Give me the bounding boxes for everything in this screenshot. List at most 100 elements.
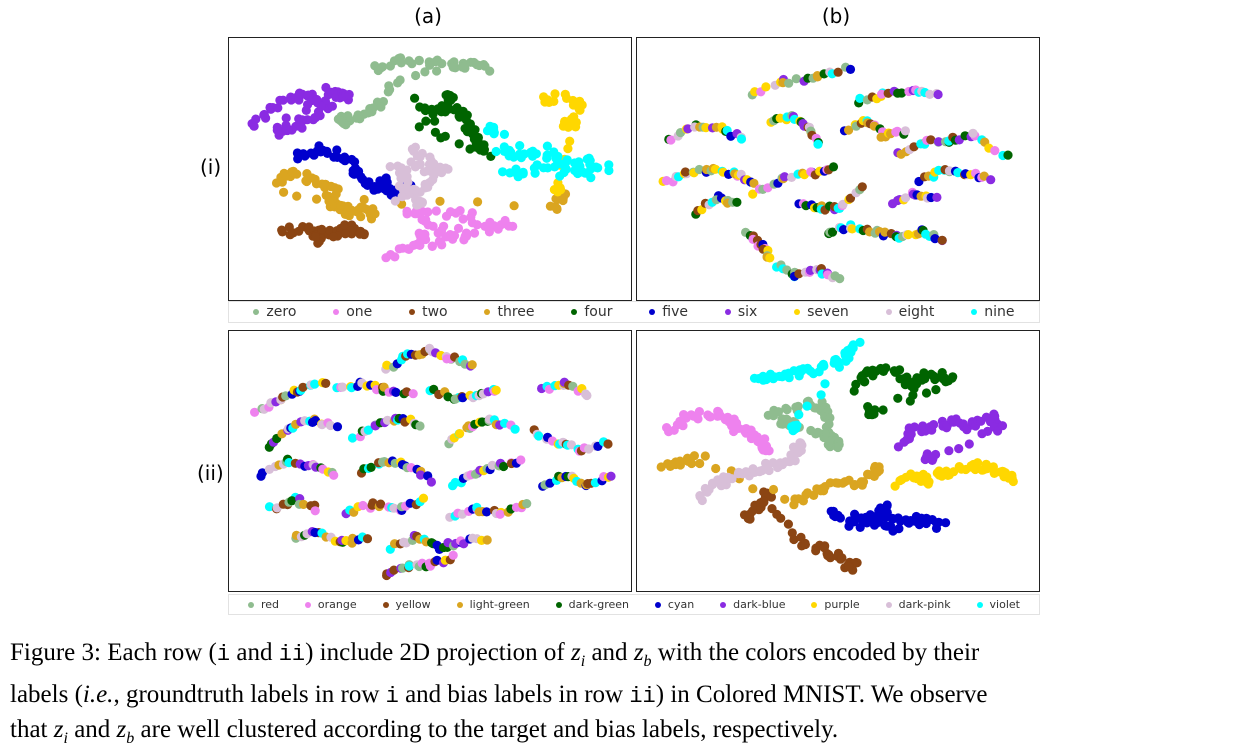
scatter-point-violet — [794, 410, 804, 420]
scatter-point-eight — [385, 162, 395, 172]
scatter-point-light-green — [482, 535, 492, 545]
scatter-point-cyan — [882, 507, 892, 518]
scatter-point-dark-green — [905, 396, 915, 406]
scatter-point-red — [778, 419, 788, 429]
scatter-point-dark-green — [366, 462, 376, 472]
scatter-point-three — [321, 190, 331, 200]
scatter-point-seven — [748, 189, 758, 199]
scatter-point-zero — [376, 102, 386, 112]
scatter-point-dark-green — [869, 409, 879, 419]
caption-text: and — [67, 716, 117, 743]
scatter-point-eight — [410, 185, 420, 195]
scatter-point-seven — [563, 144, 573, 154]
scatter-point-four — [430, 116, 440, 126]
scatter-point-seven — [761, 82, 771, 92]
scatter-point-zero — [472, 60, 482, 70]
scatter-point-zero — [363, 108, 373, 118]
legend-label: zero — [266, 304, 297, 320]
scatter-point-four — [828, 162, 839, 172]
column-label-b: (b) — [821, 4, 851, 28]
scatter-point-three — [279, 187, 289, 197]
scatter-point-yellow — [783, 519, 793, 529]
legend-marker — [555, 601, 562, 608]
legend-label: cyan — [667, 598, 695, 611]
legend-marker — [976, 601, 983, 608]
scatter-point-six — [259, 110, 269, 120]
scatter-point-dark-green — [881, 363, 891, 373]
scatter-point-nine — [586, 173, 596, 183]
caption-italic-ie: i.e. — [82, 681, 114, 708]
scatter-point-five — [329, 152, 339, 162]
scatter-point-two — [680, 167, 690, 177]
scatter-point-dark-blue — [954, 444, 964, 454]
scatter-point-four — [414, 122, 424, 132]
scatter-point-orange — [705, 412, 715, 422]
scatter-point-six — [294, 114, 304, 124]
caption-math-z: z — [571, 639, 581, 666]
scatter-point-red — [806, 425, 816, 436]
scatter-point-yellow — [759, 487, 769, 497]
caption-math-sub-b: b — [126, 730, 135, 747]
scatter-point-violet — [784, 373, 794, 383]
scatter-point-nine — [499, 129, 509, 139]
scatter-point-three — [312, 194, 322, 204]
scatter-point-yellow — [800, 539, 810, 550]
scatter-point-nine — [510, 167, 520, 177]
scatter-point-zero — [784, 78, 794, 88]
scatter-point-light-green — [675, 456, 685, 466]
scatter-point-dark-blue — [416, 470, 426, 480]
legend-label: four — [584, 304, 613, 320]
scatter-point-six — [265, 102, 275, 113]
legend-marker — [571, 309, 578, 315]
scatter-point-nine — [561, 157, 571, 167]
scatter-point-light-green — [856, 477, 866, 487]
row-label-i: (i) — [200, 155, 222, 179]
scatter-point-three — [550, 202, 560, 212]
scatter-point-five — [332, 145, 342, 155]
scatter-point-dark-pink — [741, 467, 751, 477]
legend-label: dark-blue — [733, 598, 786, 611]
scatter-point-nine — [526, 147, 536, 157]
scatter-point-violet — [788, 424, 798, 434]
scatter-point-five — [298, 149, 308, 159]
scatter-point-violet — [855, 337, 865, 347]
legend-entry-zero: zero — [253, 304, 296, 320]
caption-text: labels ( — [10, 681, 83, 708]
scatter-point-red — [415, 421, 425, 431]
scatter-point-orange — [310, 506, 320, 516]
scatter-point-nine — [542, 141, 552, 151]
scatter-point-yellow — [844, 562, 854, 572]
legend-target-labels: zero one two three four five six seven eight nine — [228, 301, 1040, 323]
legend-bias-labels: red orange yellow light-green dark-green cyan… — [228, 594, 1040, 615]
scatter-point-one — [415, 230, 425, 240]
scatter-point-dark-pink — [795, 441, 805, 451]
scatter-point-light-green — [748, 484, 758, 494]
scatter-point-yellow — [376, 499, 386, 509]
legend-marker — [794, 309, 801, 315]
scatter-point-nine — [489, 124, 499, 134]
scatter-point-eight — [423, 166, 433, 176]
scatter-point-nine — [542, 153, 552, 163]
scatter-point-red — [824, 419, 834, 429]
scatter-point-two — [328, 232, 338, 242]
legend-entry-red: red — [247, 598, 279, 611]
scatter-point-eight — [390, 196, 400, 206]
legend-entry-cyan: cyan — [654, 598, 695, 611]
scatter-point-five — [839, 225, 849, 235]
scatter-point-two — [857, 182, 867, 192]
caption-line-3: that zi and zb are well clustered accord… — [10, 713, 1236, 755]
scatter-point-violet — [816, 390, 826, 400]
scatter-point-cyan — [835, 513, 845, 523]
legend-entry-violet: violet — [976, 598, 1020, 611]
scatter-point-five — [385, 185, 395, 195]
legend-marker — [409, 309, 416, 315]
legend-entry-light-green: light-green — [456, 598, 530, 611]
scatter-point-zero — [414, 56, 424, 66]
scatter-point-orange — [250, 407, 260, 417]
scatter-point-four — [443, 95, 453, 105]
legend-label: nine — [984, 304, 1015, 320]
scatter-point-six — [249, 121, 259, 131]
legend-entry-two: two — [409, 304, 448, 320]
scatter-point-nine — [855, 93, 865, 103]
scatter-point-two — [277, 225, 287, 235]
